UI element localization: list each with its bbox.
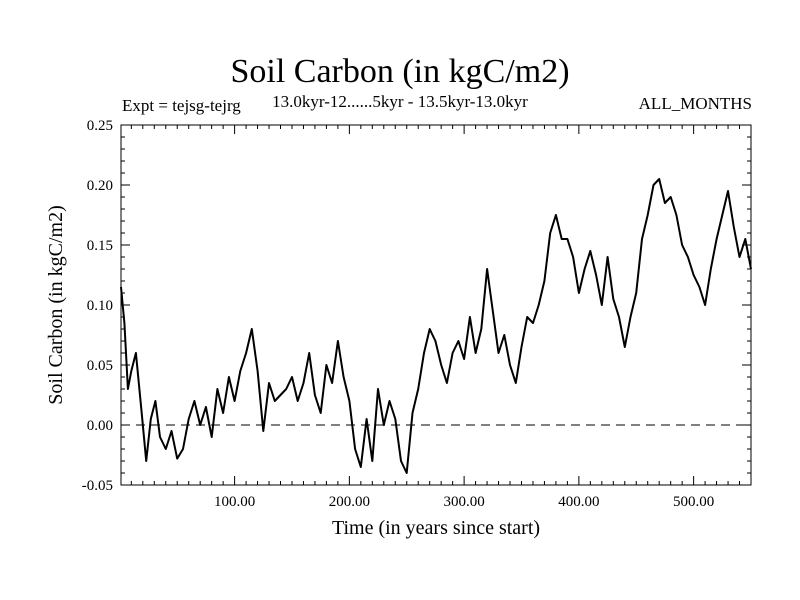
months-label: ALL_MONTHS: [638, 94, 752, 113]
x-tick-labels: 100.00 200.00 300.00 400.00 500.00: [214, 494, 714, 510]
experiment-label: Expt = tejsg-tejrg: [122, 96, 241, 115]
x-tick-label: 500.00: [673, 494, 714, 510]
axis-ticks: [121, 124, 751, 486]
x-tick-label: 100.00: [214, 494, 255, 510]
chart-title: Soil Carbon (in kgC/m2): [230, 53, 570, 90]
y-tick-label: 0.10: [87, 298, 113, 314]
y-tick-label: 0.15: [87, 238, 113, 254]
y-tick-label: 0.20: [87, 178, 113, 194]
plot-frame: [120, 124, 752, 486]
x-tick-label: 200.00: [329, 494, 370, 510]
x-tick-label: 300.00: [443, 494, 484, 510]
chart-subtitle: 13.0kyr-12......5kyr - 13.5kyr-13.0kyr: [272, 92, 528, 111]
y-tick-label: 0.05: [87, 358, 113, 374]
y-tick-label: 0.00: [87, 418, 113, 434]
x-axis-title: Time (in years since start): [332, 517, 540, 539]
y-tick-label: 0.25: [87, 118, 113, 134]
series-line-soil-carbon: [120, 178, 752, 474]
y-tick-label: -0.05: [82, 478, 113, 494]
y-tick-labels: -0.05 0.00 0.05 0.10 0.15 0.20 0.25: [82, 118, 113, 494]
x-tick-label: 400.00: [558, 494, 599, 510]
y-axis-title: Soil Carbon (in kgC/m2): [45, 205, 67, 404]
